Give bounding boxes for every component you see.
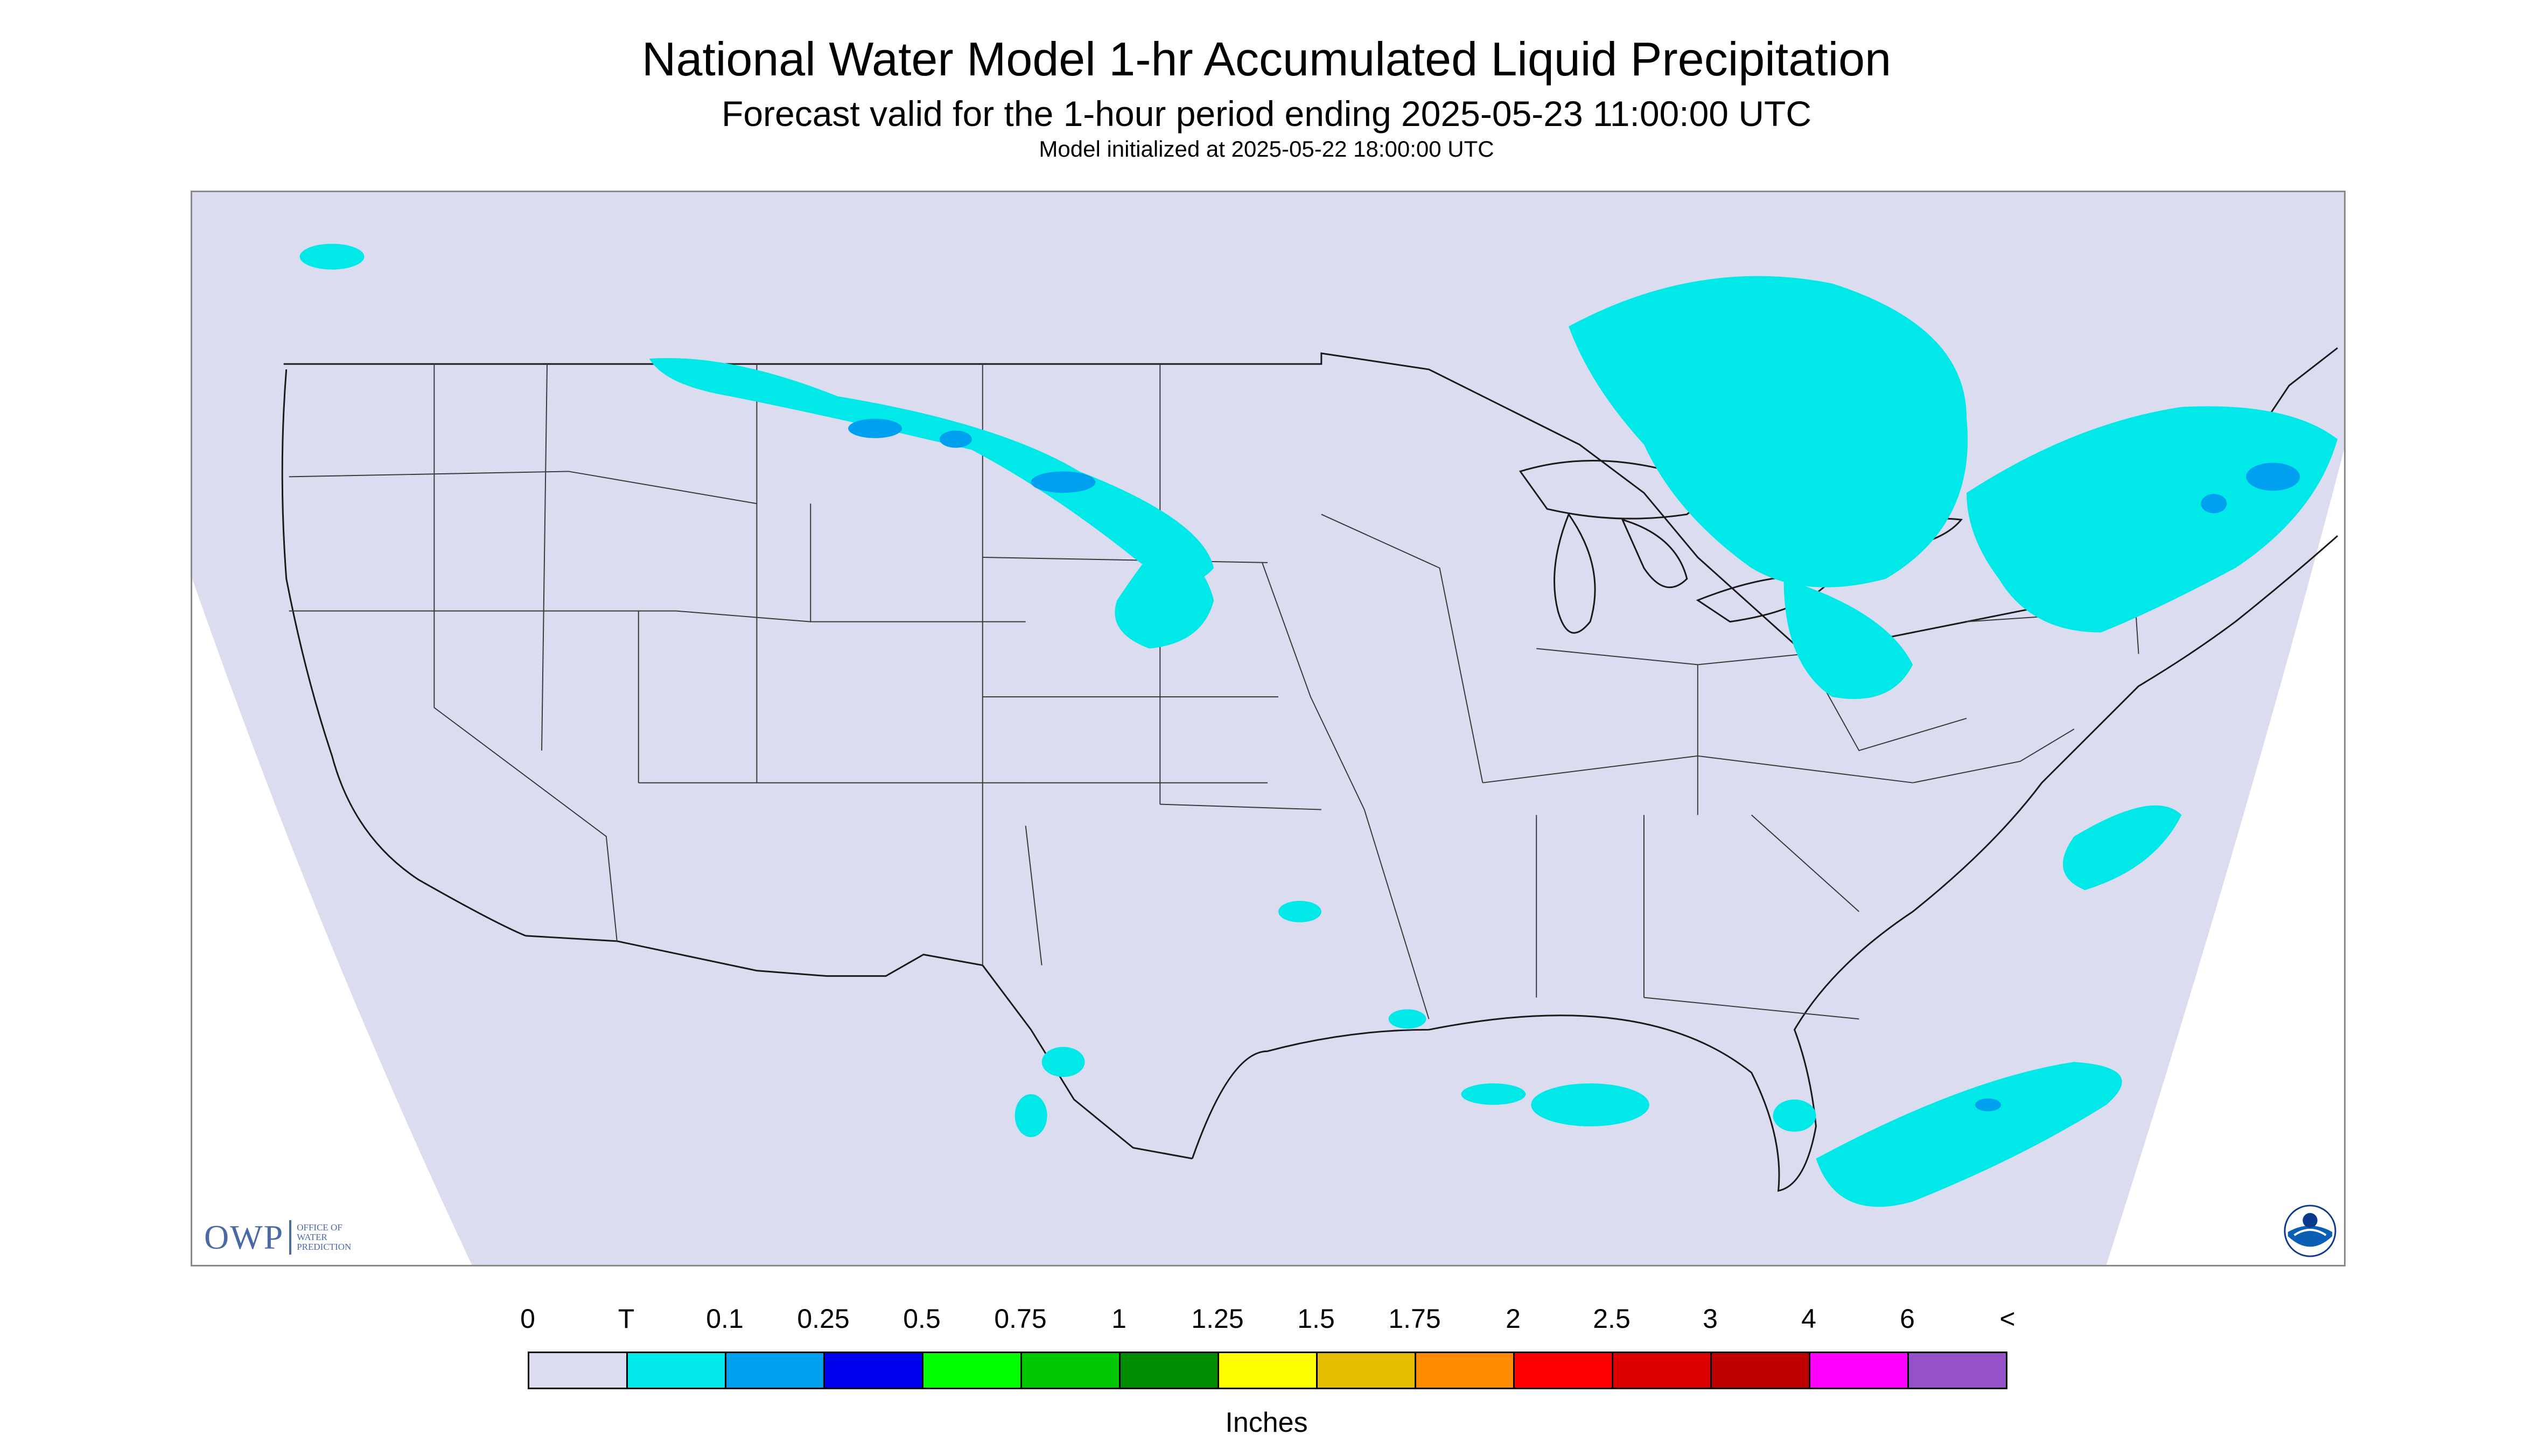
legend-label-11: 2.5 xyxy=(1593,1304,1631,1334)
precip-northeast xyxy=(1967,406,2338,633)
owp-logo-divider xyxy=(289,1220,292,1255)
legend-label-14: 6 xyxy=(1900,1304,1915,1334)
map-subtitle: Forecast valid for the 1-hour period end… xyxy=(722,94,1811,134)
state-borders xyxy=(289,364,2182,1020)
legend-swatch-12 xyxy=(1712,1353,1810,1388)
precip-montana-plume xyxy=(1115,541,1214,649)
legend-label-1: T xyxy=(618,1304,635,1334)
mexico-border xyxy=(525,935,1193,1160)
legend-label-12: 3 xyxy=(1703,1304,1718,1334)
legend-label-5: 0.75 xyxy=(994,1304,1047,1334)
legend-units: Inches xyxy=(1225,1407,1308,1438)
legend-swatch-14 xyxy=(1909,1353,2006,1388)
map-title: National Water Model 1-hr Accumulated Li… xyxy=(641,32,1892,86)
model-init-line: Model initialized at 2025-05-22 18:00:00… xyxy=(1039,136,1494,162)
precip-atlantic xyxy=(2062,805,2182,891)
legend-label-8: 1.5 xyxy=(1297,1304,1335,1334)
legend-label-0: 0 xyxy=(520,1304,535,1334)
legend-swatch-3 xyxy=(825,1353,923,1388)
legend-swatch-8 xyxy=(1318,1353,1416,1388)
owp-logo-text: OWP xyxy=(204,1218,284,1256)
legend-swatch-1 xyxy=(628,1353,726,1388)
legend-swatch-4 xyxy=(923,1353,1022,1388)
legend-label-13: 4 xyxy=(1801,1304,1816,1334)
precip-light xyxy=(848,418,2300,1111)
precip-trace xyxy=(299,243,2338,1207)
legend-label-2: 0.1 xyxy=(706,1304,744,1334)
legend-label-10: 2 xyxy=(1506,1304,1521,1334)
legend-swatch-2 xyxy=(726,1353,825,1388)
legend-swatch-5 xyxy=(1022,1353,1121,1388)
noaa-seal-icon xyxy=(2284,1205,2336,1257)
precipitation-map[interactable]: OWP OFFICE OF WATER PREDICTION xyxy=(191,191,2346,1266)
legend-swatch-9 xyxy=(1416,1353,1515,1388)
legend-swatch-11 xyxy=(1613,1353,1712,1388)
legend-label-4: 0.5 xyxy=(903,1304,941,1334)
coastline xyxy=(281,369,2339,1192)
legend-label-3: 0.25 xyxy=(797,1304,850,1334)
color-legend xyxy=(528,1352,2007,1389)
legend-swatch-7 xyxy=(1219,1353,1318,1388)
precip-ohio-band xyxy=(1783,578,1913,699)
legend-label-6: 1 xyxy=(1111,1304,1126,1334)
legend-label-9: 1.75 xyxy=(1388,1304,1441,1334)
legend-label-7: 1.25 xyxy=(1191,1304,1244,1334)
legend-swatch-0 xyxy=(529,1353,628,1388)
map-canvas xyxy=(192,192,2344,1265)
legend-swatch-10 xyxy=(1515,1353,1613,1388)
precip-great-lakes xyxy=(1569,276,1968,587)
legend-label-15: < xyxy=(1999,1304,2016,1334)
precip-gulf-stream xyxy=(1816,1062,2122,1207)
legend-swatch-6 xyxy=(1121,1353,1219,1388)
legend-swatch-13 xyxy=(1810,1353,1909,1388)
owp-logo-subtitle: OFFICE OF WATER PREDICTION xyxy=(297,1222,352,1252)
owp-logo: OWP OFFICE OF WATER PREDICTION xyxy=(204,1217,351,1257)
